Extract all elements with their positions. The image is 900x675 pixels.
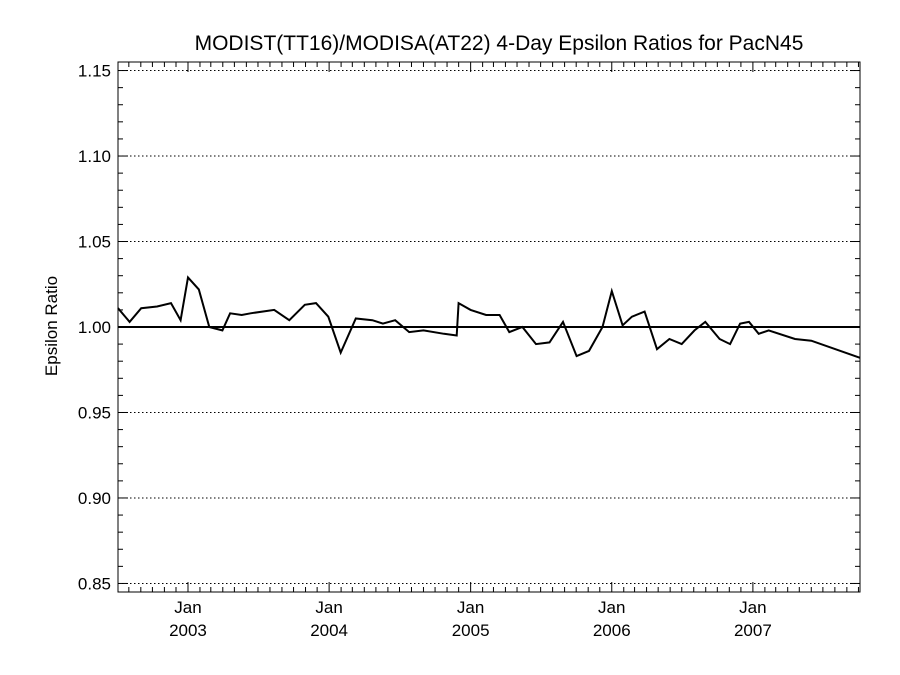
x-tick-year-label: 2007 [734,621,772,640]
x-tick-month-label: Jan [598,598,625,617]
series-group [117,275,861,359]
y-tick-label: 1.05 [78,233,111,252]
y-tick-label: 0.85 [78,574,111,593]
y-tick-label: 1.15 [78,62,111,81]
y-axis-label: Epsilon Ratio [42,276,61,376]
x-tick-month-label: Jan [457,598,484,617]
series-line [117,275,861,359]
tick-labels: 0.85 0.90 0.95 1.00 1.05 1.10 1.15 Jan 2003 Jan 20… [78,62,772,640]
plot-frame [117,61,861,593]
chart-title: MODIST(TT16)/MODISA(AT22) 4-Day Epsilon … [195,32,804,55]
x-tick-month-label: Jan [174,598,201,617]
y-tick-label: 0.95 [78,403,111,422]
y-tick-label: 0.90 [78,489,111,508]
x-tick-year-label: 2004 [310,621,348,640]
y-tick-label: 1.10 [78,147,111,166]
x-tick-year-label: 2005 [452,621,490,640]
y-tick-label: 1.00 [78,318,111,337]
x-tick-year-label: 2003 [169,621,207,640]
x-tick-month-label: Jan [315,598,342,617]
axis-ticks [118,62,860,592]
x-tick-year-label: 2006 [593,621,631,640]
x-tick-month-label: Jan [739,598,766,617]
